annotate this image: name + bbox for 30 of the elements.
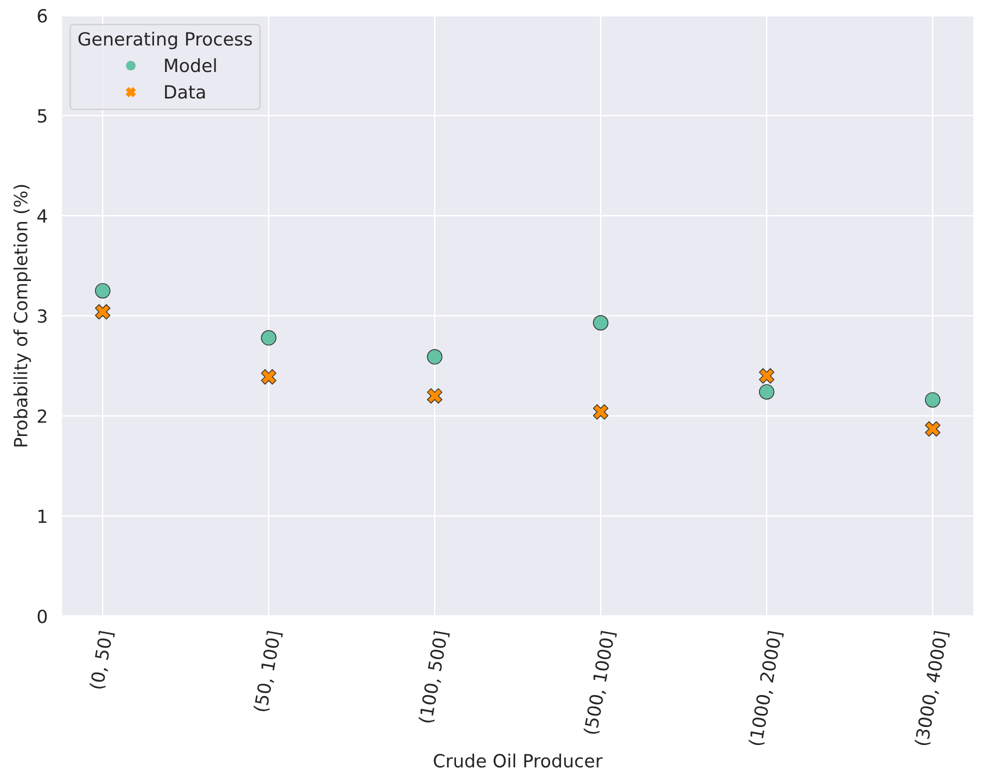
x-tick-label: (500, 1000]: [583, 630, 617, 735]
y-tick-label: 2: [38, 409, 46, 423]
x-tick-label: (50, 100]: [253, 630, 283, 712]
y-tick-label: 0: [38, 610, 47, 624]
y-tick-label: 1: [38, 510, 46, 523]
point: [94, 304, 110, 320]
y-tick-label: 3: [38, 309, 47, 323]
y-tick-label: 6: [38, 8, 47, 23]
point: [758, 384, 774, 400]
point: [94, 283, 110, 298]
point: [426, 388, 442, 404]
point: [592, 315, 608, 331]
y-tick-label: 4: [37, 209, 47, 223]
x-tick-label: (1000, 2000]: [748, 630, 784, 746]
legend-label: Model: [165, 58, 216, 72]
point: [758, 368, 774, 384]
legend-label: Data: [165, 85, 205, 99]
x-tick-label: (0, 50]: [89, 630, 115, 690]
point: [260, 330, 276, 346]
point: [924, 392, 940, 408]
y-tick-label: 5: [38, 109, 46, 123]
point: [260, 369, 276, 385]
x-tick-label: (3000, 4000]: [914, 630, 950, 746]
legend-title: Generating Process: [78, 32, 252, 50]
x-tick-label: (100, 500]: [418, 630, 450, 724]
point: [924, 421, 940, 437]
point: [592, 404, 608, 420]
y-axis-title: Probability of Completion (%): [13, 185, 31, 446]
x-axis-title: Crude Oil Producer: [434, 754, 603, 768]
point: [426, 349, 442, 365]
